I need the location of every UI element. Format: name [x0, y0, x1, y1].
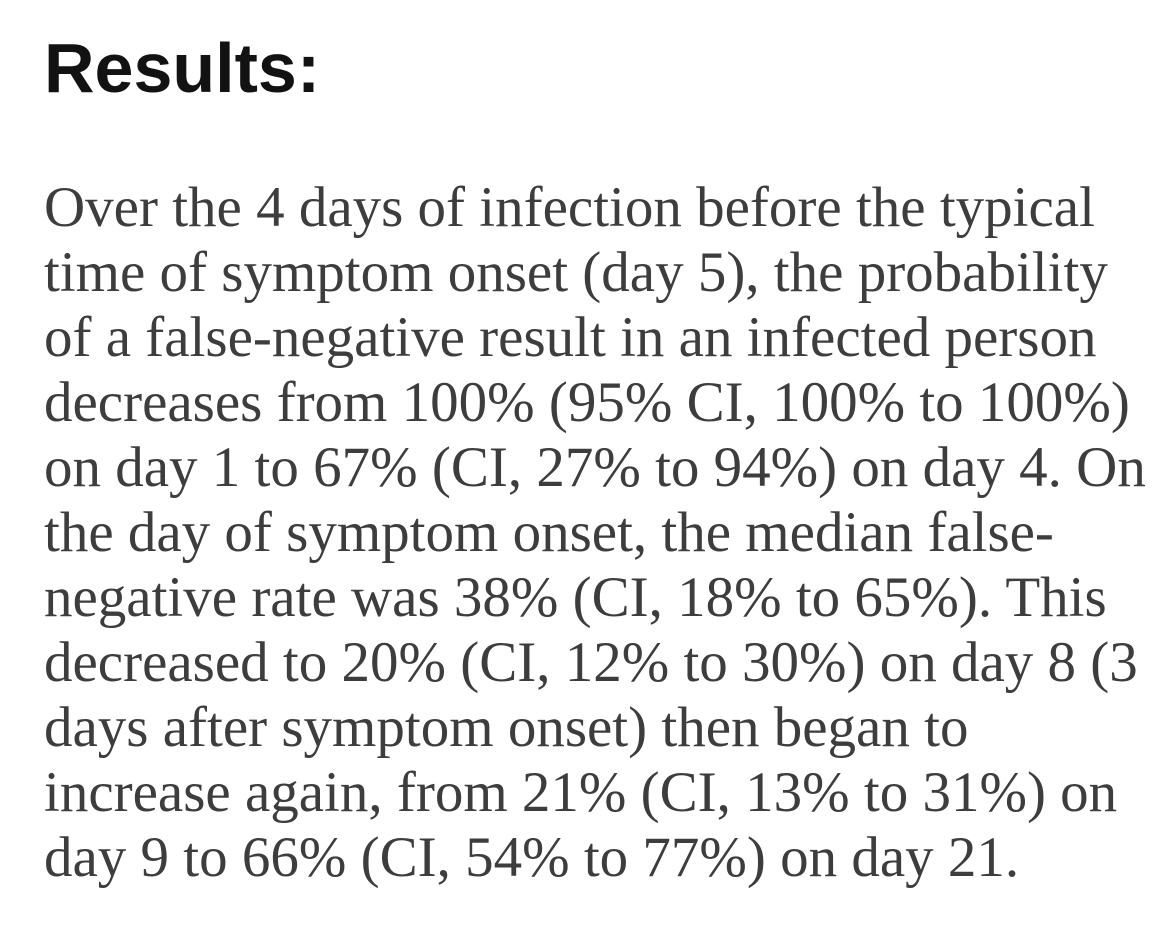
- results-section: Results: Over the 4 days of infection be…: [44, 29, 1150, 890]
- paragraph-line: decreases from 100% (95% CI, 100% to 100…: [44, 371, 1130, 434]
- paragraph-line: on day 1 to 67% (CI, 27% to 94%) on day …: [44, 436, 1146, 499]
- paragraph-line: of a false-negative result in an infecte…: [44, 306, 1097, 369]
- paragraph-line: the day of symptom onset, the median fal…: [44, 501, 1054, 564]
- results-paragraph: Over the 4 days of infection before the …: [44, 175, 1150, 890]
- results-heading: Results:: [44, 29, 321, 107]
- paragraph-line: time of symptom onset (day 5), the proba…: [44, 241, 1108, 304]
- paragraph-line: days after symptom onset) then began to: [44, 696, 969, 759]
- paragraph-line: increase again, from 21% (CI, 13% to 31%…: [44, 761, 1118, 824]
- paragraph-line: day 9 to 66% (CI, 54% to 77%) on day 21.: [44, 826, 1020, 889]
- paragraph-line: decreased to 20% (CI, 12% to 30%) on day…: [44, 631, 1138, 694]
- paragraph-line: Over the 4 days of infection before the …: [44, 176, 1095, 239]
- paragraph-line: negative rate was 38% (CI, 18% to 65%). …: [44, 566, 1107, 629]
